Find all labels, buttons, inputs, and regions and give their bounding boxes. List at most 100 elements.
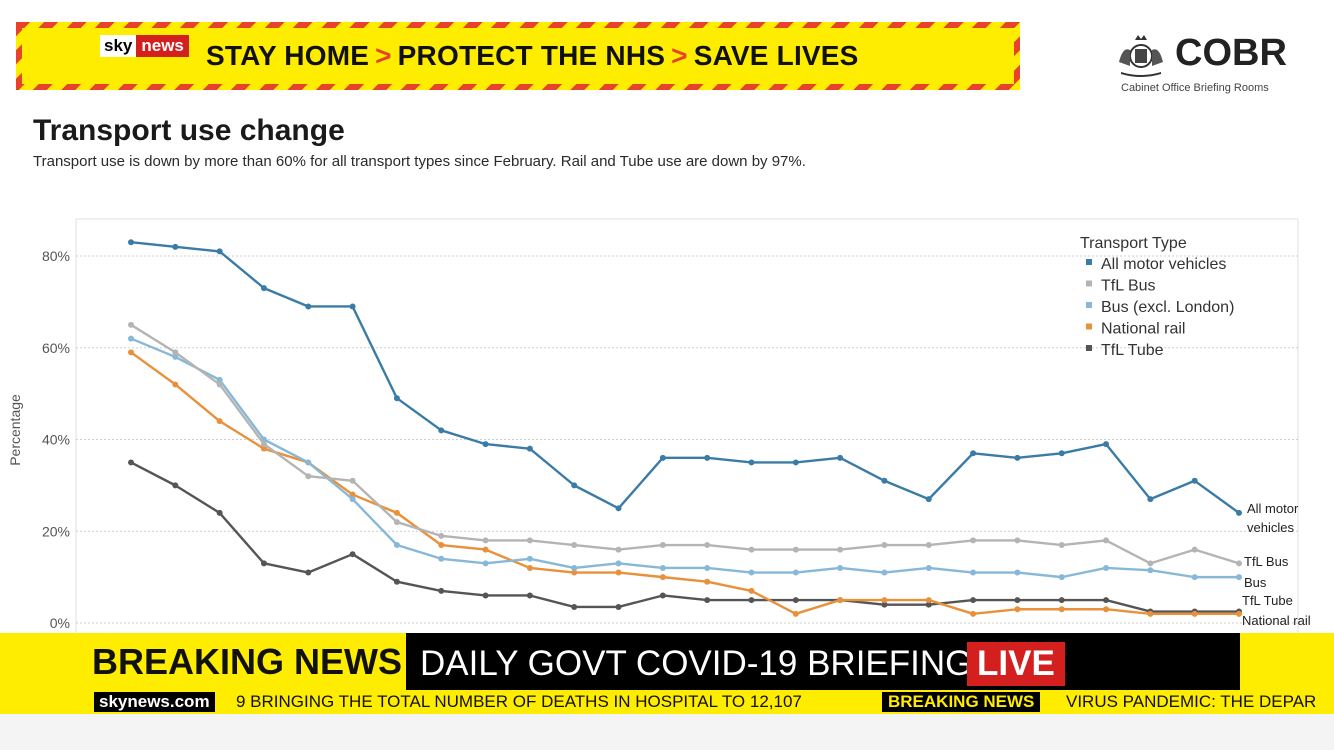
y-axis-label: Percentage	[7, 394, 23, 466]
data-point	[1191, 546, 1198, 553]
end-label: Bus	[1244, 575, 1267, 590]
chart-title: Transport use change	[33, 114, 345, 147]
data-point	[172, 243, 179, 250]
data-point	[748, 569, 755, 576]
banner-separator: >	[671, 40, 688, 71]
legend-title: Transport Type	[1080, 235, 1187, 252]
data-point	[526, 592, 533, 599]
data-point	[128, 321, 134, 328]
data-point	[925, 564, 932, 571]
data-point	[704, 578, 711, 585]
legend-swatch	[1086, 259, 1092, 265]
data-point	[925, 597, 932, 604]
data-point	[571, 569, 578, 576]
data-point	[1058, 574, 1065, 581]
ticker-text-continued: VIRUS PANDEMIC: THE DEPAR	[1066, 692, 1317, 711]
data-point	[615, 569, 622, 576]
data-point	[482, 546, 489, 553]
sky-logo-text: sky	[100, 35, 137, 57]
data-point	[881, 569, 888, 576]
data-point	[970, 597, 977, 604]
data-point	[792, 459, 799, 466]
data-point	[881, 601, 888, 608]
data-point	[349, 491, 356, 498]
banner-part-stay-home: STAY HOME	[206, 40, 370, 71]
data-point	[704, 597, 711, 604]
data-point	[393, 542, 400, 549]
data-point	[1058, 597, 1065, 604]
data-point	[216, 381, 223, 388]
series-line	[130, 323, 1240, 565]
legend-swatch	[1086, 280, 1092, 287]
legend-entry: TfL Bus	[1101, 278, 1156, 295]
data-point	[1236, 560, 1242, 567]
data-point	[349, 477, 356, 484]
data-point	[482, 537, 489, 544]
data-point	[393, 578, 400, 585]
data-point	[260, 445, 267, 452]
data-point	[526, 564, 533, 571]
series-line	[130, 461, 1239, 613]
data-point	[1103, 606, 1110, 613]
data-point	[1236, 610, 1242, 617]
data-point	[1058, 606, 1065, 613]
legend-entry: All motor vehicles	[1101, 256, 1226, 273]
data-point	[659, 574, 666, 581]
data-point	[1058, 450, 1065, 457]
data-point	[1103, 597, 1110, 604]
data-point	[1103, 537, 1110, 544]
data-point	[393, 519, 400, 526]
sky-news-logo: sky news	[100, 35, 189, 57]
data-point	[260, 285, 267, 292]
data-point	[970, 450, 977, 457]
chart-series	[128, 239, 1242, 617]
data-point	[305, 303, 312, 310]
data-point	[1014, 597, 1021, 604]
data-point	[925, 601, 932, 608]
data-point	[526, 555, 533, 562]
data-point	[349, 303, 356, 310]
data-point	[128, 459, 134, 466]
data-point	[615, 505, 622, 512]
data-point	[748, 546, 755, 553]
banner-part-protect-nhs: PROTECT THE NHS	[397, 40, 666, 71]
data-point	[1191, 574, 1198, 581]
chart-grid	[75, 218, 1299, 633]
data-point	[1103, 564, 1110, 571]
breaking-news-label: BREAKING NEWS	[92, 641, 403, 682]
ticker-text: 9 BRINGING THE TOTAL NUMBER OF DEATHS IN…	[236, 692, 802, 711]
data-point	[925, 496, 932, 503]
data-point	[526, 537, 533, 544]
data-point	[1147, 496, 1154, 503]
data-point	[881, 597, 888, 604]
data-point	[1103, 441, 1110, 448]
data-point	[571, 564, 578, 571]
series-end-labels: All motor vehicles TfL Bus Bus National rail…	[1242, 501, 1311, 628]
data-point	[172, 381, 179, 388]
data-point	[128, 335, 134, 342]
data-point	[925, 542, 932, 549]
ticker-site-label: skynews.com	[94, 692, 215, 712]
data-point	[438, 542, 445, 549]
data-point	[216, 509, 223, 516]
data-point	[792, 569, 799, 576]
data-point	[1014, 454, 1021, 461]
data-point	[438, 587, 445, 594]
data-point	[881, 477, 888, 484]
data-point	[1014, 606, 1021, 613]
data-point	[659, 592, 666, 599]
data-point	[305, 459, 312, 466]
data-point	[881, 542, 888, 549]
y-tick-label: 60%	[42, 340, 70, 356]
data-point	[260, 560, 267, 567]
data-point	[216, 418, 223, 425]
data-point	[615, 560, 622, 567]
legend-entry: Bus (excl. London)	[1101, 299, 1234, 316]
data-point	[349, 551, 356, 558]
legend-swatch	[1086, 302, 1092, 308]
headline-text: DAILY GOVT COVID-19 BRIEFING	[420, 644, 973, 683]
data-point	[748, 587, 755, 594]
end-label-all-motor-vehicles-line2: vehicles	[1247, 520, 1294, 535]
data-point	[305, 569, 312, 576]
y-tick-label: 40%	[42, 432, 70, 448]
